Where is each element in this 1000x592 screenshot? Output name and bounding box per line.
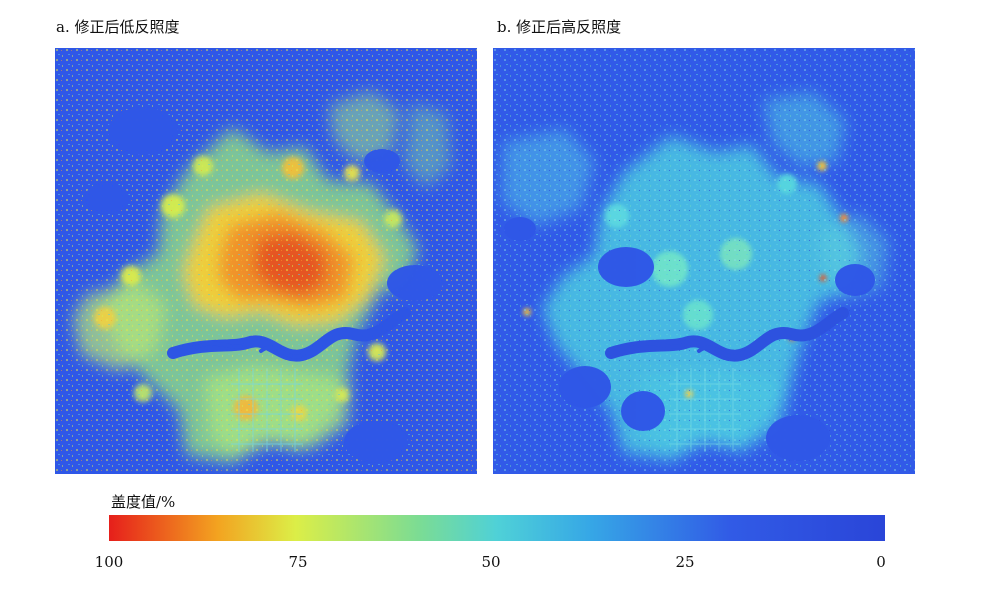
colorbar-tick-75: 75 <box>288 553 308 571</box>
high-albedo-map <box>493 48 915 474</box>
panel-b-title: b. 修正后高反照度 <box>497 18 622 36</box>
low-albedo-map-image <box>55 48 477 474</box>
colorbar-tick-25: 25 <box>675 553 695 571</box>
high-albedo-map-image <box>493 48 915 474</box>
colorbar-tick-0: 0 <box>876 553 886 571</box>
panel-a-title: a. 修正后低反照度 <box>56 18 180 36</box>
colorbar-tick-100: 100 <box>94 553 124 571</box>
low-albedo-map <box>55 48 477 474</box>
coverage-colorbar <box>109 515 885 541</box>
colorbar-tick-50: 50 <box>481 553 501 571</box>
colorbar-title: 盖度值/% <box>111 493 176 511</box>
